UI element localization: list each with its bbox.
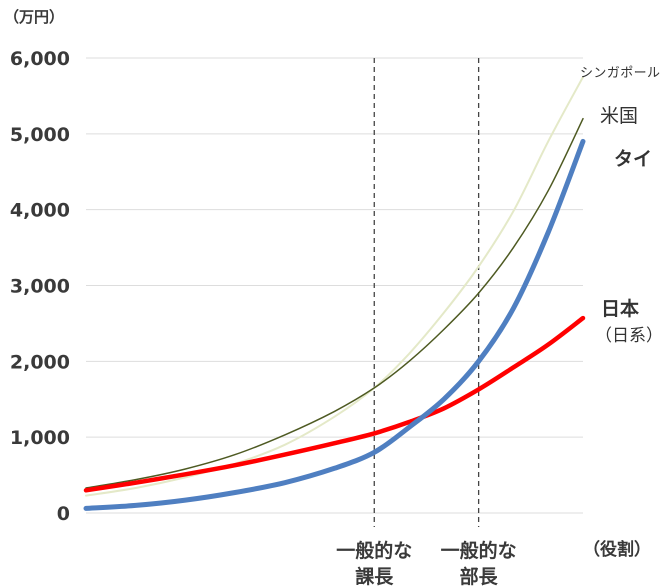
y-tick-label: 3,000 [10, 276, 70, 298]
series-lines [83, 76, 586, 511]
y-tick-label: 5,000 [10, 124, 70, 146]
reference-label-line2: 部長 [460, 565, 499, 588]
series-label-1: 米国 [600, 105, 638, 127]
y-unit-label: （万円） [4, 8, 64, 26]
series-line-2 [83, 315, 586, 493]
series-line-0 [85, 76, 584, 497]
reference-label-line2: 課長 [355, 565, 394, 588]
series-line-3 [83, 138, 586, 511]
reference-label-line1: 一般的な [441, 539, 517, 562]
x-axis-label: （役割） [583, 539, 651, 560]
series-line-1 [85, 117, 584, 489]
y-tick-label: 1,000 [10, 427, 70, 449]
series-sublabel-2: （日系） [595, 326, 663, 346]
series-label-2: 日本 [601, 297, 639, 320]
reference-label-line1: 一般的な [336, 539, 412, 562]
y-tick-label: 4,000 [10, 200, 70, 222]
y-tick-label: 0 [57, 503, 70, 525]
y-tick-label: 2,000 [10, 351, 70, 373]
y-tick-labels: 0 1,000 2,000 3,000 4,000 5,000 6,000 [10, 48, 70, 525]
y-tick-label: 6,000 [10, 48, 70, 70]
series-label-3: タイ [614, 148, 652, 170]
series-label-0: シンガポール [580, 66, 660, 81]
gridlines [86, 57, 583, 514]
